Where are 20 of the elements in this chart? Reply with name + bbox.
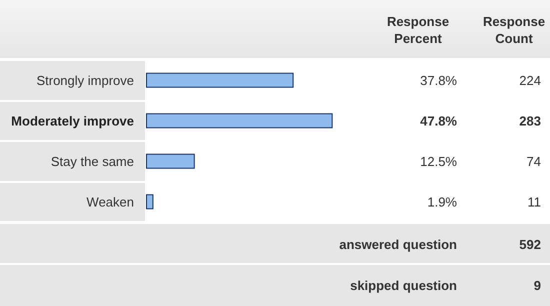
y-tick-label: Strongly improve — [36, 72, 134, 88]
text: 224 — [519, 72, 541, 88]
text: answered question — [339, 237, 458, 252]
text: skipped question — [350, 278, 458, 293]
text: 74 — [526, 154, 541, 169]
text: 592 — [519, 237, 541, 252]
bar — [146, 194, 154, 210]
text: Response Count — [482, 14, 546, 46]
data-label: 37.8% — [420, 72, 458, 88]
y-tick-label: Weaken — [86, 194, 134, 210]
y-tick-label: Moderately improve — [11, 113, 134, 128]
data-label: 47.8% — [420, 113, 458, 128]
text: 283 — [519, 113, 541, 128]
text: 9 — [534, 278, 541, 293]
data-label: 12.5% — [420, 154, 458, 169]
data-label: 1.9% — [427, 194, 458, 210]
text: 11 — [528, 194, 541, 210]
x-axis-title: Response Percent — [386, 14, 450, 46]
y-tick-label: Stay the same — [50, 154, 134, 169]
bar — [146, 154, 195, 169]
